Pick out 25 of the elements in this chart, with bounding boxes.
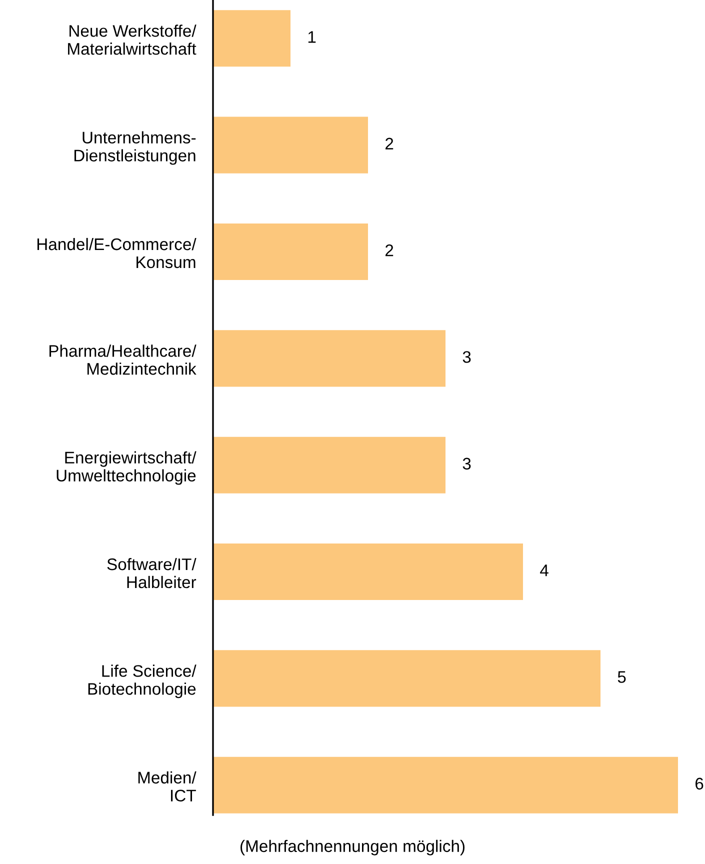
data-label: 3: [462, 458, 471, 470]
y-tick-label: Handel/E-Commerce/ Konsum: [37, 238, 196, 268]
bar: [213, 436, 446, 494]
y-tick-label: Unternehmens- Dienstleistungen: [74, 131, 196, 165]
text: (Mehrfachnennungen möglich): [240, 840, 465, 856]
y-tick-label: Pharma/Healthcare/ Medizintechnik: [49, 344, 196, 375]
bar: [213, 116, 368, 174]
data-label: 2: [386, 138, 394, 150]
y-tick-label: Medien/ ICT: [138, 771, 196, 802]
data-label: 3: [462, 351, 471, 363]
data-label: 5: [618, 671, 626, 683]
bar: [213, 330, 446, 387]
y-tick-label: Life Science/ Biotechnologie: [88, 664, 196, 698]
data-label: 4: [540, 564, 548, 576]
bar: [213, 10, 290, 67]
data-label: 6: [696, 778, 704, 790]
bar: [213, 544, 523, 600]
y-tick-label: Neue Werkstoffe/ Materialwirtschaft: [68, 24, 196, 55]
bar: [213, 223, 368, 280]
data-label: 1: [308, 31, 316, 43]
data-label: 2: [386, 244, 394, 256]
bar: [213, 650, 600, 707]
y-tick-label: Software/IT/ Halbleiter: [107, 558, 196, 588]
bar: [213, 756, 678, 814]
y-tick-label: Energiewirtschaft/ Umwelttechnologie: [56, 451, 196, 485]
